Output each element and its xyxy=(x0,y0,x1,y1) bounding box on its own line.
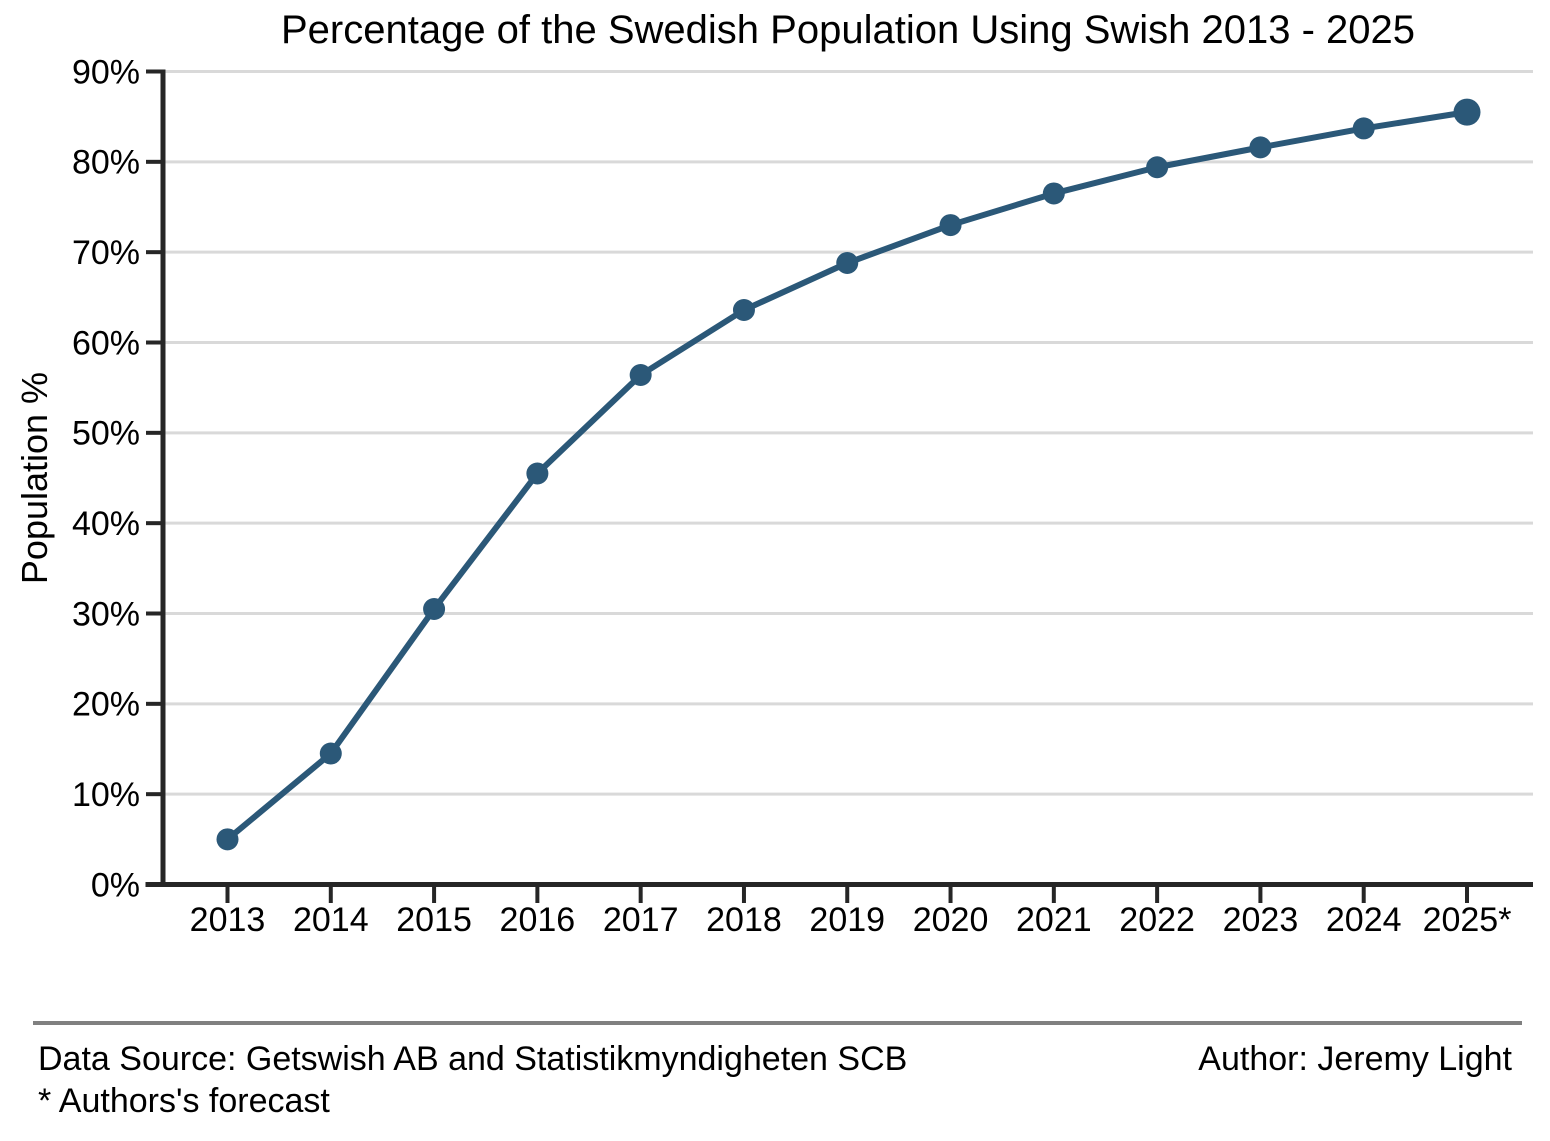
y-tick-label-40: 40% xyxy=(72,505,140,543)
footer-divider xyxy=(33,1021,1522,1025)
data-point-2016 xyxy=(526,462,549,485)
x-tick-label-2025*: 2025* xyxy=(1423,901,1512,939)
line-chart: 0% 10% 20% 30% 40% 50% 60% 70% 80% 90% 2013 2014 201… xyxy=(72,53,1533,939)
chart-title: Percentage of the Swedish Population Usi… xyxy=(280,8,1416,52)
data-point-2017 xyxy=(629,364,652,387)
data-point-2018 xyxy=(732,298,755,321)
data-point-2015 xyxy=(423,597,446,620)
series-line xyxy=(224,109,1470,843)
x-tick-label-2013: 2013 xyxy=(190,901,266,939)
x-tick-label-2021: 2021 xyxy=(1016,901,1092,939)
y-tick-label-30: 30% xyxy=(72,595,140,633)
data-point-2013 xyxy=(216,828,239,851)
x-tick-label-2024: 2024 xyxy=(1326,901,1402,939)
x-tick-label-2016: 2016 xyxy=(500,901,576,939)
x-tick-label-2017: 2017 xyxy=(603,901,679,939)
y-tick-label-10: 10% xyxy=(72,776,140,814)
x-tick-label-2022: 2022 xyxy=(1119,901,1195,939)
data-point-2021 xyxy=(1042,182,1065,205)
y-tick-label-50: 50% xyxy=(72,415,140,453)
y-tick-label-20: 20% xyxy=(72,686,140,724)
y-tick-label-70: 70% xyxy=(72,234,140,272)
x-tick-label-2019: 2019 xyxy=(809,901,885,939)
footer-row: Data Source: Getswish AB and Statistikmy… xyxy=(38,1040,1512,1079)
author-note: Author: Jeremy Light xyxy=(1198,1040,1512,1078)
data-point-2020 xyxy=(939,214,962,237)
y-tick-label-0: 0% xyxy=(91,866,140,904)
x-tick-label-2014: 2014 xyxy=(293,901,369,939)
x-tick-label-2023: 2023 xyxy=(1223,901,1299,939)
x-tick-label-2020: 2020 xyxy=(913,901,989,939)
y-tick-label-80: 80% xyxy=(72,144,140,182)
data-point-2025* xyxy=(1453,98,1481,126)
data-point-2014 xyxy=(319,742,342,765)
data-source-note: Data Source: Getswish AB and Statistikmy… xyxy=(38,1040,908,1078)
x-tick-label-2015: 2015 xyxy=(396,901,472,939)
data-point-2022 xyxy=(1146,156,1169,179)
data-point-2023 xyxy=(1249,136,1272,159)
data-point-2024 xyxy=(1352,117,1375,140)
y-tick-label-60: 60% xyxy=(72,324,140,362)
forecast-note: * Authors's forecast xyxy=(38,1082,330,1120)
x-tick-label-2018: 2018 xyxy=(706,901,782,939)
y-tick-label-90: 90% xyxy=(72,53,140,91)
data-point-2019 xyxy=(836,252,859,275)
